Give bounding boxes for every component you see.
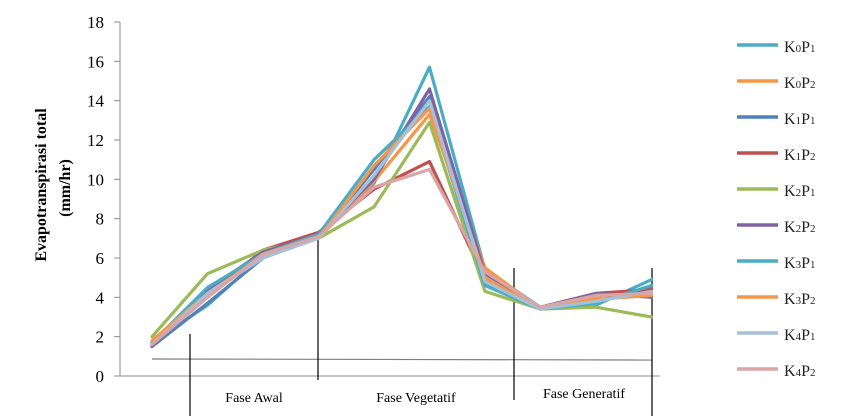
series-line-k1p2	[150, 160, 654, 347]
y-tick-label: 8	[96, 210, 105, 229]
series-line-k0p2	[150, 112, 654, 347]
legend: K0P1 K0P2 K1P1 K1P2 K2P1 K2P2 K3P1 K3P2 K4P1 K4P2	[737, 39, 815, 380]
phase-label: Fase Vegetatif	[376, 391, 456, 406]
phase-label: Fase Generatif	[543, 387, 625, 402]
phase-annotations: Fase Awal Fase Vegetatif Fase Generatif	[151, 238, 653, 416]
y-tick-label: 0	[96, 367, 105, 386]
y-tick-label: 4	[96, 288, 105, 307]
series-lines	[150, 65, 654, 349]
legend-entry-k4p2: K4P2	[784, 363, 815, 380]
y-tick-label: 6	[96, 249, 105, 268]
legend-entry-k3p2: K3P2	[784, 291, 815, 308]
phase-baseline	[151, 358, 653, 361]
legend-entry-k0p2: K0P2	[784, 75, 815, 92]
y-tick-label: 16	[87, 52, 104, 71]
y-tick-label: 12	[87, 131, 104, 150]
series-line-k2p1	[150, 120, 654, 339]
y-tick-label: 10	[87, 170, 104, 189]
y-tick-label: 14	[87, 92, 105, 111]
legend-entry-k1p2: K1P2	[784, 147, 815, 164]
legend-entry-k3p1: K3P1	[784, 255, 815, 272]
phase-label: Fase Awal	[225, 391, 283, 406]
series-line-k4p2	[150, 167, 654, 347]
y-axis-title-line-2: (mm/hr)	[57, 159, 74, 217]
legend-entry-k1p1: K1P1	[784, 111, 815, 128]
legend-entry-k4p1: K4P1	[784, 327, 815, 344]
y-axis-title-line-1: Evapotranspirasi total	[33, 108, 50, 262]
y-axis-ticks: 0 2 4 6 8 10 12 14 16 18	[87, 13, 120, 386]
y-tick-label: 2	[96, 328, 105, 347]
legend-entry-k2p1: K2P1	[784, 183, 815, 200]
legend-entry-k0p1: K0P1	[784, 39, 815, 56]
legend-entry-k2p2: K2P2	[784, 219, 815, 236]
y-tick-label: 18	[87, 13, 104, 32]
